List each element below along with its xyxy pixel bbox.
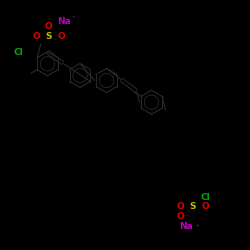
Text: O: O <box>32 32 40 41</box>
Text: O: O <box>58 32 65 41</box>
Text: ⁺: ⁺ <box>72 16 76 22</box>
Text: ⁺: ⁺ <box>196 225 200 231</box>
Text: O: O <box>176 212 184 221</box>
Text: ⁻: ⁻ <box>184 214 188 220</box>
Text: O: O <box>176 202 184 211</box>
Text: O: O <box>45 22 52 31</box>
Text: S: S <box>46 32 52 41</box>
Text: Na: Na <box>57 17 71 26</box>
Text: Cl: Cl <box>14 48 24 57</box>
Text: O: O <box>201 202 209 211</box>
Text: Na: Na <box>180 222 193 231</box>
Text: Cl: Cl <box>200 193 210 202</box>
Text: S: S <box>189 202 196 211</box>
